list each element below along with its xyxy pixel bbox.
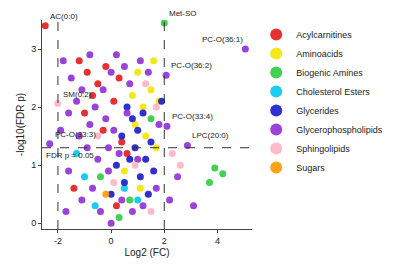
svg-text:Sphingolipids: Sphingolipids: [296, 144, 350, 154]
svg-text:Sugars: Sugars: [296, 163, 325, 173]
svg-text:-2: -2: [54, 236, 62, 246]
svg-text:PC-O(33:4): PC-O(33:4): [172, 112, 213, 121]
svg-text:Met-SO: Met-SO: [169, 9, 197, 18]
svg-text:-log10(FDR p): -log10(FDR p): [15, 93, 26, 156]
svg-text:Acylcarnitines: Acylcarnitines: [296, 30, 352, 40]
svg-text:1: 1: [31, 160, 36, 170]
svg-text:PC-O(33:3): PC-O(33:3): [55, 130, 96, 139]
svg-text:Biogenic Amines: Biogenic Amines: [296, 68, 363, 78]
svg-text:Log2 (FC): Log2 (FC): [124, 247, 169, 258]
svg-text:AC(0:0): AC(0:0): [50, 12, 78, 21]
svg-text:2: 2: [31, 102, 36, 112]
svg-text:0: 0: [109, 236, 114, 246]
svg-text:Cholesterol Esters: Cholesterol Esters: [296, 87, 370, 97]
svg-text:2: 2: [162, 236, 167, 246]
svg-text:Glycerophospholipids: Glycerophospholipids: [296, 125, 383, 135]
svg-text:PC-O(36:1): PC-O(36:1): [202, 35, 243, 44]
svg-text:0: 0: [31, 218, 36, 228]
svg-text:3: 3: [31, 44, 36, 54]
svg-text:FDR p = 0.05: FDR p = 0.05: [46, 151, 94, 160]
svg-text:Glycerides: Glycerides: [296, 106, 339, 116]
svg-text:SM(0:2): SM(0:2): [63, 90, 92, 99]
svg-text:4: 4: [215, 236, 220, 246]
svg-text:PC-O(36:2): PC-O(36:2): [171, 61, 212, 70]
svg-text:Aminoacids: Aminoacids: [296, 49, 343, 59]
svg-text:LPC(20:0): LPC(20:0): [192, 131, 229, 140]
